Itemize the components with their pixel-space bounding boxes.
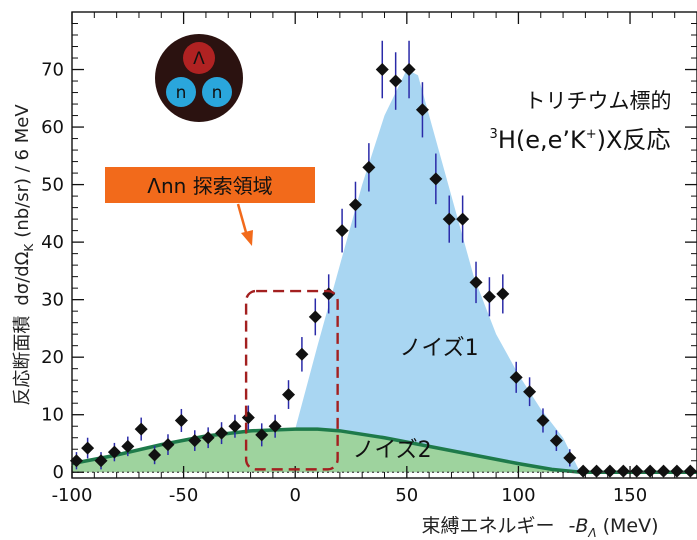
data-point — [469, 275, 483, 289]
data-point — [268, 419, 282, 433]
x-axis-label-text: 束縛エネルギー — [421, 515, 554, 537]
target-kaon-charge: + — [586, 127, 597, 142]
area-series-1 — [295, 69, 579, 473]
data-point — [402, 63, 416, 77]
data-point — [94, 454, 108, 468]
lambda-particle-label: Λ — [193, 49, 205, 69]
data-point — [616, 464, 630, 478]
data-point — [308, 310, 322, 324]
data-point — [107, 445, 121, 459]
data-point — [509, 370, 523, 384]
data-point — [630, 464, 644, 478]
data-point — [576, 464, 590, 478]
x-tick-label: 0 — [289, 485, 300, 506]
data-point — [536, 413, 550, 427]
noise1-label: ノイズ1 — [399, 336, 478, 361]
data-point — [549, 434, 563, 448]
data-point — [442, 212, 456, 226]
target-reaction-pre: H(e,e’K — [498, 126, 587, 154]
data-point — [643, 464, 657, 478]
y-axis-label-prefix: 反応断面積 — [12, 316, 33, 406]
data-point — [282, 388, 296, 402]
y-axis-label-formula: dσ/dΩ — [12, 251, 33, 305]
data-point — [348, 198, 362, 212]
data-point — [482, 290, 496, 304]
data-point — [201, 431, 215, 445]
search-arrow-line — [236, 203, 249, 237]
nucleus-diagram: Λ n n — [155, 34, 243, 122]
target-mass-number: 3 — [490, 127, 498, 142]
x-axis-label: 束縛エネルギー -BΛ (MeV) — [421, 515, 658, 540]
neutron-2 — [202, 77, 232, 107]
target-line-2: 3H(e,e’K+)X反応 — [490, 126, 671, 154]
data-point — [563, 451, 577, 465]
data-point — [590, 464, 604, 478]
y-tick-label: 50 — [41, 175, 64, 196]
y-tick-label: 70 — [41, 60, 64, 81]
data-point — [523, 385, 537, 399]
target-reaction-post: )X反応 — [597, 126, 671, 154]
data-point — [121, 439, 135, 453]
y-tick-label: 30 — [41, 290, 64, 311]
data-point — [241, 411, 255, 425]
area-series-2-outline — [71, 427, 697, 474]
data-point — [429, 172, 443, 186]
x-tick-label: 50 — [395, 485, 418, 506]
data-point — [81, 441, 95, 455]
search-region-box — [244, 289, 339, 471]
data-point — [188, 434, 202, 448]
neutron-1-label: n — [176, 83, 187, 103]
x-tick-label: 100 — [501, 485, 535, 506]
data-point — [670, 464, 684, 478]
x-tick-label: 150 — [613, 485, 647, 506]
noise2-label: ノイズ2 — [352, 438, 431, 463]
x-axis-label-sub: Λ — [587, 526, 596, 540]
neutron-2-label: n — [212, 83, 223, 103]
data-point — [134, 422, 148, 436]
data-point — [683, 464, 697, 478]
search-label: Λnn 探索領域 — [147, 174, 272, 198]
data-point — [415, 103, 429, 117]
x-tick-label: -100 — [52, 485, 93, 506]
y-tick-label: 10 — [41, 405, 64, 426]
data-point — [228, 419, 242, 433]
neutron-1 — [166, 77, 196, 107]
data-point — [456, 212, 470, 226]
x-axis-label-unit: (MeV) — [603, 515, 659, 537]
data-point — [295, 347, 309, 361]
data-point — [657, 464, 671, 478]
data-point — [148, 448, 162, 462]
data-point — [389, 74, 403, 88]
y-tick-label: 0 — [53, 462, 64, 483]
y-axis-label-sub: K — [22, 243, 36, 252]
data-point — [215, 426, 229, 440]
y-axis-label: 反応断面積 dσ/dΩK (nb/sr) / 6 MeV — [12, 104, 36, 406]
data-layer — [69, 40, 697, 478]
target-line-1: トリチウム標的 — [525, 89, 672, 113]
tick-layer: -100 -50 0 50 100 150 0 10 20 30 40 50 60 70 — [41, 12, 697, 506]
data-point — [255, 428, 269, 442]
data-point — [362, 160, 376, 174]
y-tick-label: 60 — [41, 117, 64, 138]
data-point — [335, 224, 349, 238]
y-tick-label: 40 — [41, 232, 64, 253]
lambda-particle — [183, 42, 215, 74]
data-point — [603, 464, 617, 478]
search-label-box — [105, 167, 315, 203]
data-point — [375, 63, 389, 77]
data-point — [161, 438, 175, 452]
x-axis-label-var: -B — [569, 515, 589, 537]
data-point — [174, 413, 188, 427]
search-arrow-head — [241, 230, 253, 246]
y-axis-label-unit: (nb/sr) / 6 MeV — [12, 104, 33, 238]
data-point — [496, 287, 510, 301]
x-tick-label: -50 — [169, 485, 198, 506]
y-tick-label: 20 — [41, 347, 64, 368]
